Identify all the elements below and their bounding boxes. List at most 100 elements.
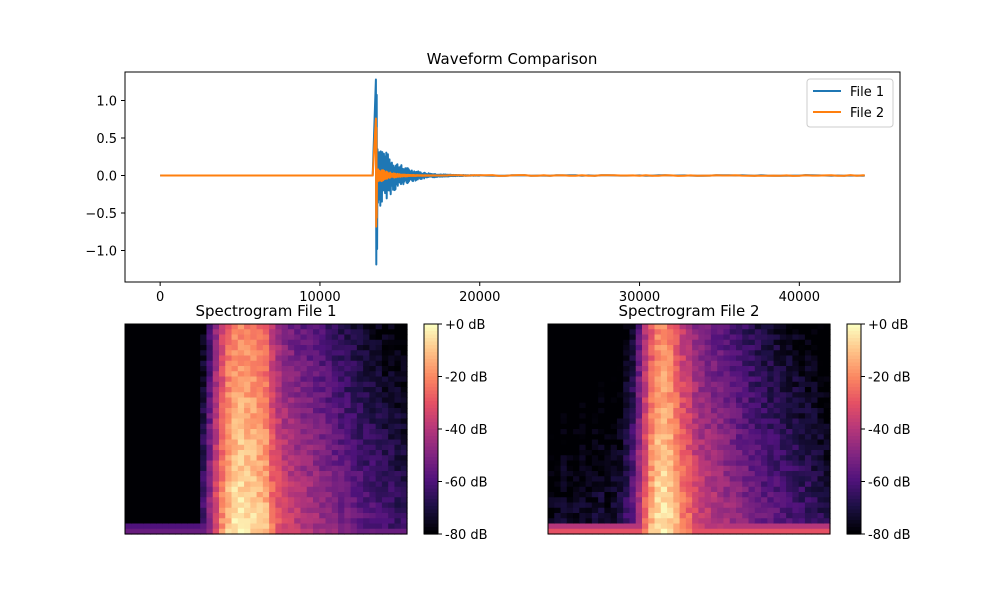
heatmap-cell [723, 350, 731, 357]
heatmap-cell [748, 513, 756, 519]
heatmap-cell [811, 381, 819, 388]
heatmap-cell [748, 444, 756, 451]
heatmap-cell [294, 497, 302, 504]
heatmap-cell [654, 486, 662, 493]
heatmap-cell [610, 513, 618, 519]
heatmap-cell [287, 329, 295, 336]
heatmap-cell [629, 392, 637, 399]
heatmap-cell [754, 339, 762, 346]
heatmap-cell [804, 476, 812, 483]
heatmap-cell [375, 355, 383, 362]
heatmap-cell [566, 465, 574, 472]
heatmap-cell [287, 439, 295, 446]
heatmap-cell [667, 381, 674, 388]
heatmap-cell [225, 360, 233, 367]
heatmap-cell [281, 360, 289, 367]
heatmap-cell [742, 507, 750, 514]
heatmap-cell [804, 366, 812, 372]
heatmap-cell [635, 334, 643, 341]
heatmap-cell [137, 408, 145, 414]
heatmap-cell [573, 455, 580, 462]
heatmap-cell [723, 376, 731, 383]
heatmap-cell [125, 408, 132, 414]
heatmap-cell [573, 444, 580, 451]
heatmap-cell [736, 413, 743, 420]
heatmap-cell [642, 381, 649, 388]
heatmap-cell [225, 518, 233, 525]
heatmap-cell [573, 350, 580, 357]
heatmap-cell [591, 476, 599, 483]
heatmap-cell [175, 423, 182, 430]
heatmap-cell [823, 507, 831, 514]
colorbar-step [424, 338, 438, 343]
heatmap-cell [313, 413, 320, 420]
heatmap-cell [792, 450, 800, 456]
heatmap-cell [754, 423, 762, 430]
colorbar-step [424, 429, 438, 434]
heatmap-cell [786, 523, 793, 530]
heatmap-cell [604, 486, 612, 493]
heatmap-cell [704, 402, 712, 409]
heatmap-cell [388, 502, 396, 509]
heatmap-cell [654, 434, 662, 441]
heatmap-cell [729, 413, 737, 420]
heatmap-cell [591, 387, 599, 393]
heatmap-cell [798, 460, 806, 467]
heatmap-cell [162, 497, 170, 504]
heatmap-cell [306, 334, 314, 341]
heatmap-cell [598, 481, 605, 488]
heatmap-cell [262, 376, 270, 383]
heatmap-cell [231, 371, 239, 378]
heatmap-cell [193, 329, 201, 336]
heatmap-cell [792, 486, 800, 493]
heatmap-cell [654, 381, 662, 388]
heatmap-cell [773, 486, 781, 493]
heatmap-cell [156, 339, 164, 346]
heatmap-cell [187, 439, 195, 446]
heatmap-cell [369, 350, 377, 357]
heatmap-cell [710, 507, 718, 514]
heatmap-cell [585, 418, 593, 425]
heatmap-cell [269, 518, 276, 525]
heatmap-cell [692, 502, 699, 509]
heatmap-cell [717, 444, 725, 451]
heatmap-cell [623, 350, 631, 357]
heatmap-cell [667, 523, 674, 530]
heatmap-cell [262, 413, 270, 420]
heatmap-cell [673, 528, 681, 535]
heatmap-cell [325, 481, 333, 488]
heatmap-cell [275, 345, 283, 351]
heatmap-cell [294, 523, 302, 530]
heatmap-cell [804, 360, 812, 367]
heatmap-cell [300, 486, 308, 493]
heatmap-cell [231, 381, 239, 388]
heatmap-cell [262, 339, 270, 346]
heatmap-cell [704, 413, 712, 420]
heatmap-cell [591, 528, 599, 535]
heatmap-cell [648, 366, 656, 372]
heatmap-cell [369, 381, 377, 388]
heatmap-cell [275, 387, 283, 393]
heatmap-cell [143, 429, 151, 435]
heatmap-cell [313, 366, 320, 372]
heatmap-cell [325, 423, 333, 430]
heatmap-cell [394, 465, 402, 472]
heatmap-cell [685, 429, 693, 435]
heatmap-cell [350, 450, 358, 456]
heatmap-cell [729, 339, 737, 346]
heatmap-cell [648, 423, 656, 430]
heatmap-cell [275, 376, 283, 383]
heatmap-cell [742, 423, 750, 430]
heatmap-cell [742, 360, 750, 367]
heatmap-cell [648, 528, 656, 535]
heatmap-cell [219, 371, 226, 378]
heatmap-cell [754, 450, 762, 456]
heatmap-cell [648, 376, 656, 383]
heatmap-cell [231, 345, 239, 351]
heatmap-cell [729, 528, 737, 535]
heatmap-cell [331, 387, 339, 393]
heatmap-cell [604, 450, 612, 456]
heatmap-cell [817, 334, 825, 341]
heatmap-cell [375, 413, 383, 420]
heatmap-cell [554, 392, 562, 399]
